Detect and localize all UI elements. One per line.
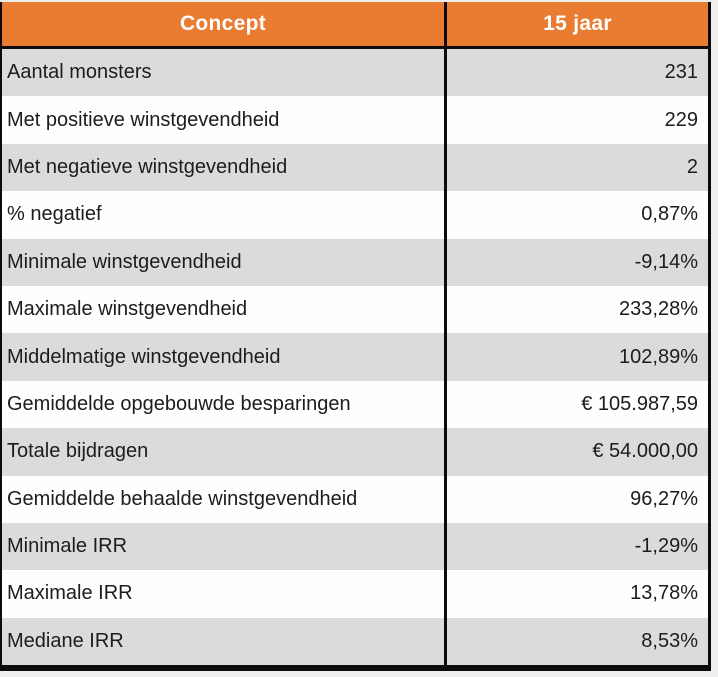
table-row: Gemiddelde opgebouwde besparingen € 105.…: [2, 380, 708, 429]
table-row: Met positieve winstgevendheid 229: [2, 96, 708, 144]
table-row: Minimale IRR -1,29%: [2, 522, 708, 571]
row-value: 231: [664, 61, 698, 84]
row-value: 2: [686, 155, 698, 178]
header-cell-period: 15 jaar: [543, 12, 612, 35]
row-value: 102,89%: [619, 345, 698, 368]
table-row: Maximale winstgevendheid 233,28%: [2, 285, 708, 334]
row-value: -1,29%: [634, 535, 698, 558]
row-label: Maximale IRR: [2, 570, 447, 618]
row-label: Minimale winstgevendheid: [2, 238, 447, 286]
row-value: 0,87%: [641, 203, 698, 226]
table-row: Minimale winstgevendheid -9,14%: [2, 238, 708, 286]
row-value: € 54.000,00: [592, 440, 698, 463]
row-value: -9,14%: [634, 250, 698, 273]
table-row: Gemiddelde behaalde winstgevendheid 96,2…: [2, 475, 708, 523]
table-header-row: Concept 15 jaar: [2, 2, 708, 49]
row-label: % negatief: [2, 191, 447, 239]
row-label: Middelmatige winstgevendheid: [2, 333, 447, 381]
table-row: Mediane IRR 8,53%: [2, 617, 708, 666]
row-value: 13,78%: [630, 582, 698, 605]
table-body: Aantal monsters 231 Met positieve winstg…: [2, 49, 708, 666]
results-table: Concept 15 jaar Aantal monsters 231 Met …: [0, 2, 711, 671]
row-label: Met negatieve winstgevendheid: [2, 143, 447, 192]
table-row: Met negatieve winstgevendheid 2: [2, 143, 708, 192]
header-cell-concept: Concept: [2, 2, 447, 46]
row-value: 96,27%: [630, 487, 698, 510]
table-row: % negatief 0,87%: [2, 191, 708, 239]
table-row: Maximale IRR 13,78%: [2, 570, 708, 618]
row-label: Totale bijdragen: [2, 428, 447, 476]
row-value: 233,28%: [619, 298, 698, 321]
row-label: Gemiddelde behaalde winstgevendheid: [2, 475, 447, 523]
table-row: Aantal monsters 231: [2, 49, 708, 97]
row-label: Met positieve winstgevendheid: [2, 96, 447, 144]
row-label: Maximale winstgevendheid: [2, 285, 447, 334]
row-label: Mediane IRR: [2, 617, 447, 666]
row-value: 8,53%: [641, 629, 698, 652]
row-label: Minimale IRR: [2, 522, 447, 571]
row-label: Aantal monsters: [2, 49, 447, 97]
row-label: Gemiddelde opgebouwde besparingen: [2, 380, 447, 429]
row-value: 229: [664, 108, 698, 131]
table-row: Middelmatige winstgevendheid 102,89%: [2, 333, 708, 381]
row-value: € 105.987,59: [581, 392, 698, 415]
table-row: Totale bijdragen € 54.000,00: [2, 428, 708, 476]
